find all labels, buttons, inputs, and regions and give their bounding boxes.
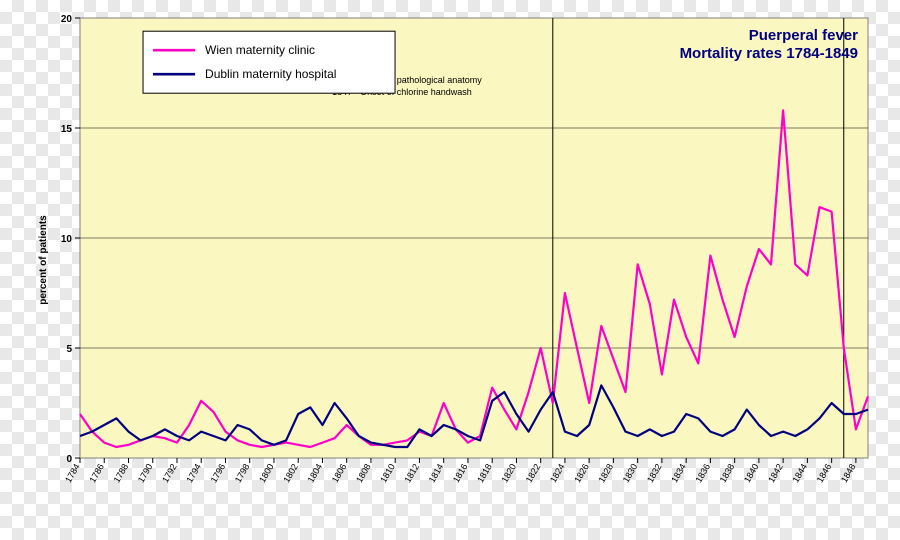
x-tick-label: 1834: [669, 462, 688, 484]
y-tick-label: 20: [61, 14, 73, 25]
legend-box: [143, 31, 395, 93]
x-tick-label: 1826: [572, 462, 591, 484]
chart-title: Puerperal fever: [749, 27, 858, 44]
x-tick-label: 1816: [451, 462, 470, 484]
x-tick-label: 1814: [427, 462, 446, 484]
chart-title: Mortality rates 1784-1849: [680, 45, 858, 62]
x-tick-label: 1790: [136, 462, 155, 484]
x-tick-label: 1798: [233, 462, 252, 484]
x-tick-label: 1802: [281, 462, 300, 484]
x-tick-label: 1792: [160, 462, 179, 484]
chart-svg: 0510152017841786178817901792179417961798…: [34, 12, 874, 516]
x-tick-label: 1844: [790, 462, 809, 484]
legend-label: Wien maternity clinic: [205, 43, 315, 57]
x-tick-label: 1820: [499, 462, 518, 484]
x-tick-label: 1786: [87, 462, 106, 484]
x-tick-label: 1842: [766, 462, 785, 484]
x-tick-label: 1796: [209, 462, 228, 484]
y-axis-label: percent of patients: [38, 215, 49, 305]
x-tick-label: 1812: [403, 462, 422, 484]
mortality-line-chart: 0510152017841786178817901792179417961798…: [34, 12, 874, 516]
x-tick-label: 1828: [596, 462, 615, 484]
x-tick-label: 1788: [112, 462, 131, 484]
y-tick-label: 15: [61, 124, 73, 135]
x-tick-label: 1818: [475, 462, 494, 484]
x-tick-label: 1840: [742, 462, 761, 484]
y-tick-label: 5: [66, 344, 72, 355]
x-tick-label: 1848: [839, 462, 858, 484]
x-tick-label: 1804: [306, 462, 325, 484]
x-tick-label: 1800: [257, 462, 276, 484]
y-tick-label: 10: [61, 234, 73, 245]
x-tick-label: 1822: [524, 462, 543, 484]
x-tick-label: 1784: [63, 462, 82, 484]
x-tick-label: 1808: [354, 462, 373, 484]
x-tick-label: 1838: [718, 462, 737, 484]
x-tick-label: 1806: [330, 462, 349, 484]
x-tick-label: 1836: [693, 462, 712, 484]
x-tick-label: 1832: [645, 462, 664, 484]
x-tick-label: 1824: [548, 462, 567, 484]
x-tick-label: 1830: [621, 462, 640, 484]
legend-label: Dublin maternity hospital: [205, 67, 336, 81]
x-tick-label: 1794: [184, 462, 203, 484]
x-tick-label: 1846: [815, 462, 834, 484]
x-tick-label: 1810: [378, 462, 397, 484]
